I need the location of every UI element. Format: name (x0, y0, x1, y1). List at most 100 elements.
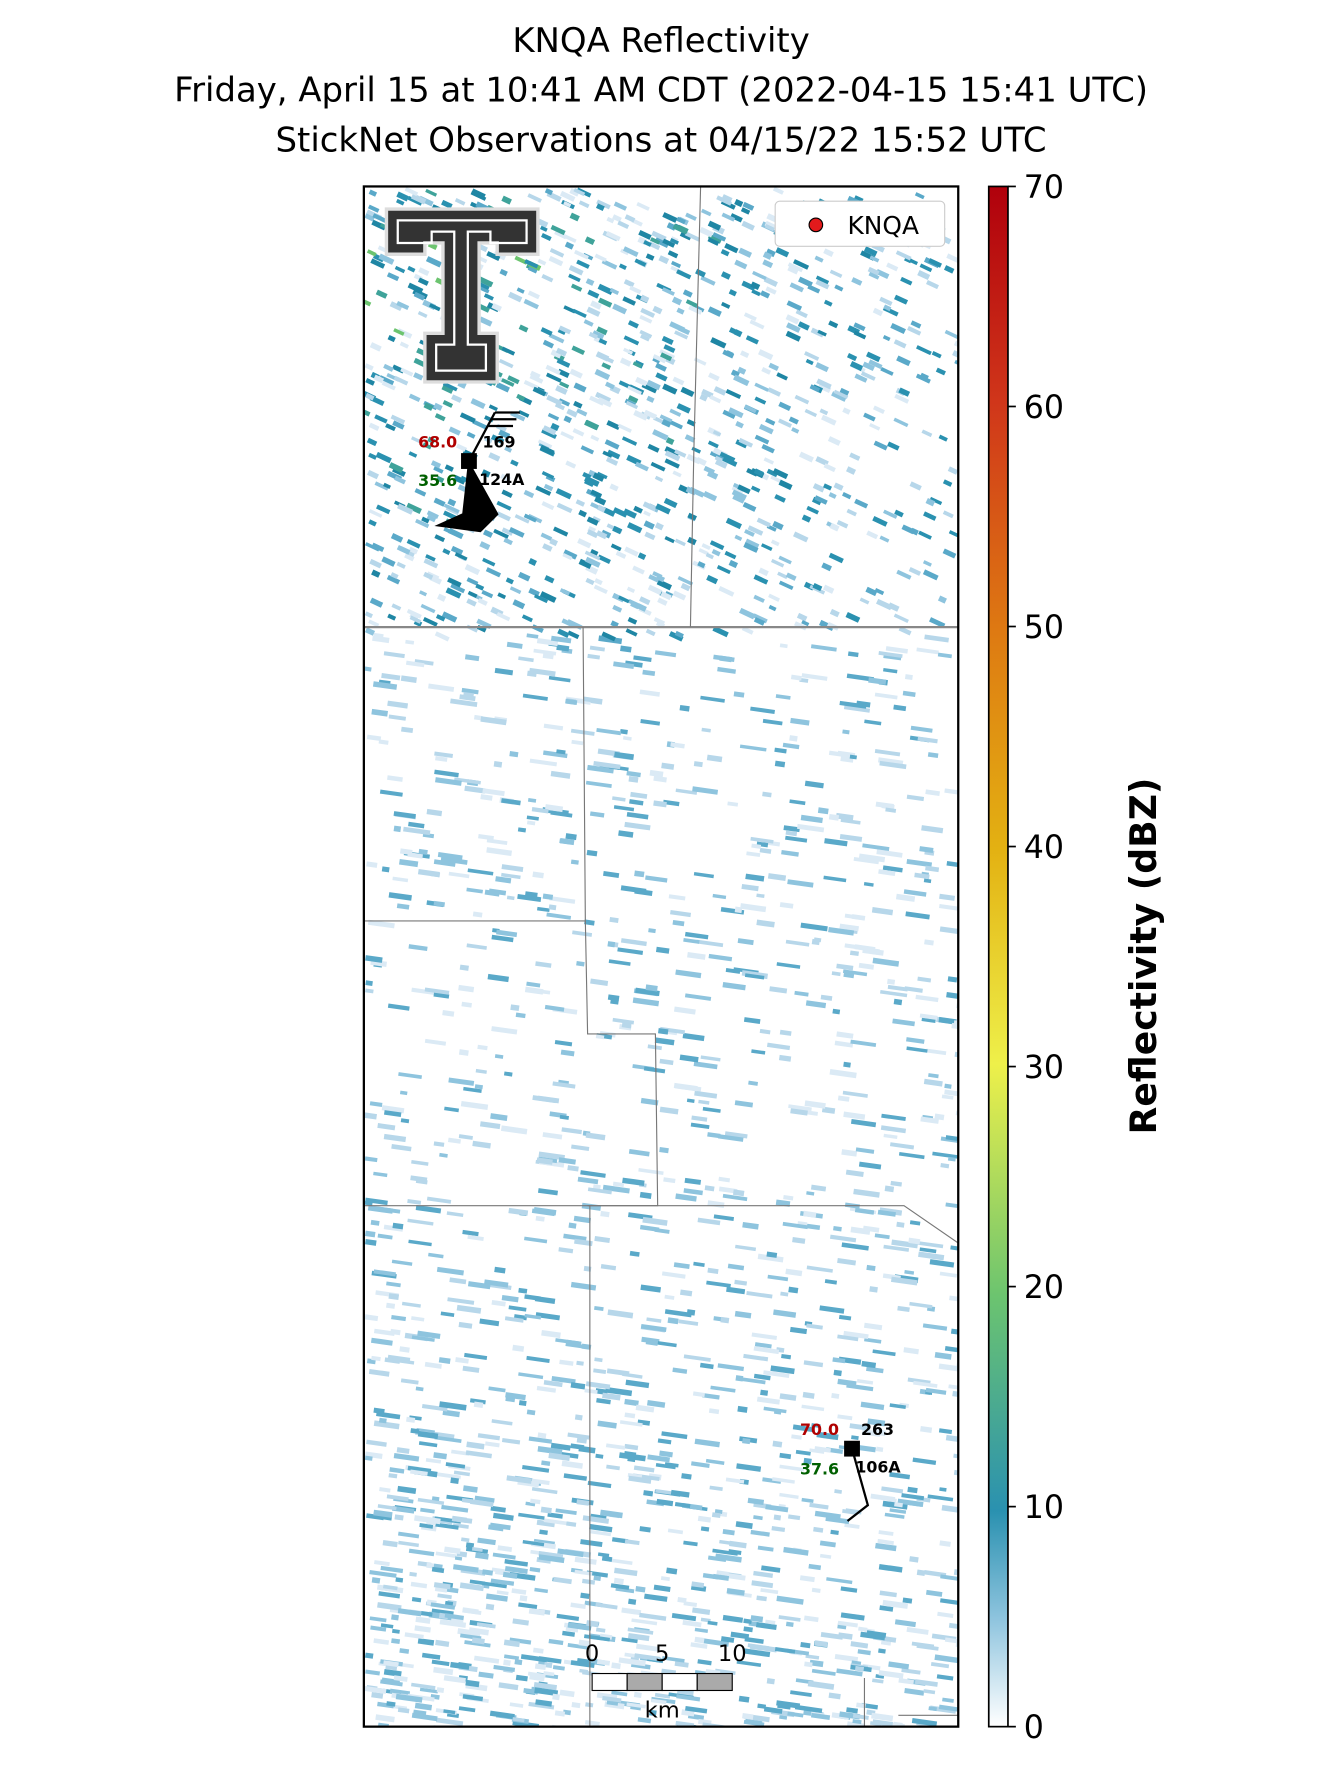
radar-pixel (490, 1578, 515, 1586)
radar-pixel (590, 1529, 612, 1537)
radar-pixel (387, 700, 409, 709)
radar-pixel (839, 700, 867, 709)
radar-pixel (820, 1631, 844, 1640)
radar-pixel (600, 1210, 610, 1218)
radar-pixel (596, 471, 608, 480)
radar-pixel (419, 590, 428, 597)
radar-pixel (940, 1163, 950, 1169)
radar-pixel (539, 444, 555, 456)
radar-pixel (598, 297, 613, 308)
radar-pixel (486, 838, 508, 846)
radar-pixel (504, 1565, 528, 1574)
radar-pixel (411, 1335, 435, 1342)
radar-pixel (508, 291, 523, 303)
radar-pixel (925, 1387, 947, 1395)
radar-pixel (740, 1377, 766, 1385)
radar-pixel (442, 548, 451, 555)
radar-pixel (418, 267, 430, 277)
radar-pixel (512, 599, 526, 610)
colorbar-label: Reflectivity (dBZ) (1122, 778, 1165, 1135)
radar-pixel (700, 1526, 710, 1532)
radar-pixel (789, 735, 798, 742)
radar-pixel (922, 569, 939, 581)
radar-pixel (680, 386, 695, 398)
radar-pixel (734, 259, 748, 270)
radar-pixel (853, 322, 866, 332)
radar-pixel (946, 991, 959, 1001)
radar-pixel (591, 330, 605, 340)
radar-pixel (763, 1406, 787, 1414)
radar-pixel (881, 908, 893, 914)
radar-pixel (858, 962, 875, 970)
radar-pixel (737, 484, 751, 495)
radar-pixel (938, 1428, 953, 1435)
radar-pixel (373, 1171, 388, 1178)
radar-pixel (366, 469, 379, 480)
radar-pixel (908, 1237, 921, 1245)
radar-pixel (927, 752, 939, 759)
radar-pixel (501, 195, 512, 205)
radar-pixel (606, 1700, 619, 1706)
radar-pixel (405, 639, 415, 645)
radar-pixel (664, 1294, 675, 1300)
radar-pixel (897, 1305, 910, 1313)
radar-pixel (576, 1436, 588, 1444)
county-lines (363, 186, 959, 1727)
radar-pixel (830, 1529, 839, 1536)
radar-pixel (869, 1286, 878, 1293)
radar-pixel (893, 417, 909, 428)
radar-pixel (831, 391, 847, 402)
radar-pixel (533, 1647, 544, 1654)
radar-pixel (524, 1294, 541, 1301)
radar-pixel (697, 1659, 712, 1666)
radar-pixel (594, 1305, 604, 1312)
radar-pixel (466, 887, 484, 894)
radar-pixel (923, 511, 937, 521)
radar-pixel (701, 543, 711, 551)
radar-pixel (461, 687, 479, 695)
radar-pixel (610, 543, 622, 552)
radar-pixel (944, 788, 959, 796)
radar-pixel (785, 830, 798, 837)
radar-pixel (627, 1456, 636, 1463)
radar-pixel (522, 1540, 545, 1547)
radar-pixel (576, 1360, 584, 1366)
radar-pixel (563, 549, 578, 560)
radar-pixel (635, 1643, 659, 1652)
radar-pixel (559, 838, 571, 845)
radar-pixel (794, 990, 809, 997)
radar-pixel (578, 509, 587, 518)
radar-pixel (669, 238, 679, 245)
radar-pixel (494, 1054, 504, 1059)
radar-pixel (496, 511, 511, 522)
radar-pixel (914, 872, 930, 880)
radar-pixel (619, 357, 632, 367)
radar-pixel (866, 1366, 884, 1374)
radar-pixel (493, 761, 503, 768)
radar-pixel (444, 464, 454, 472)
radar-pixel (790, 717, 810, 726)
radar-pixel (712, 625, 729, 638)
radar-pixel (858, 1161, 882, 1170)
radar-pixel (743, 404, 757, 414)
radar-pixel (501, 489, 513, 498)
radar-pixel (725, 350, 734, 357)
radar-pixel (827, 436, 841, 446)
radar-pixel (364, 627, 376, 636)
radar-pixel (509, 1702, 524, 1708)
radar-pixel (680, 582, 691, 592)
radar-pixel (480, 794, 493, 801)
radar-pixel (610, 999, 619, 1005)
radar-pixel (467, 1234, 484, 1241)
radar-pixel (535, 1312, 561, 1321)
radar-pixel (478, 316, 493, 327)
radar-pixel (524, 1313, 542, 1320)
radar-pixel (789, 799, 806, 806)
radar-pixel (626, 770, 641, 778)
radar-pixel (433, 992, 450, 999)
radar-pixel (804, 780, 824, 789)
radar-pixel (650, 237, 661, 245)
radar-pixel (697, 561, 706, 569)
radar-pixel (927, 1494, 954, 1502)
